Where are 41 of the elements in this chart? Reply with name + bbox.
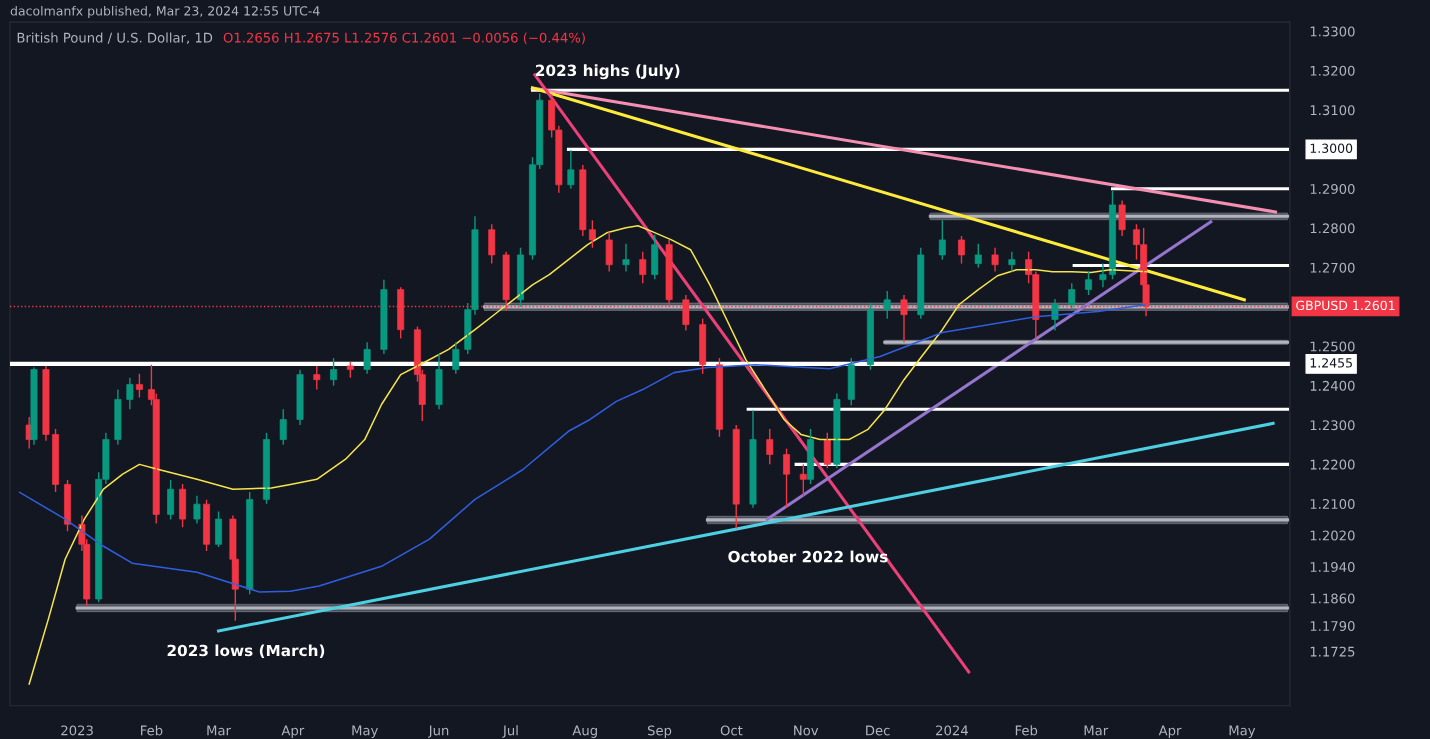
- text: O1.2656 H1.2675 L1.2576 C1.2601 −0.0056 (−0.44%): [223, 32, 585, 45]
- y-tick-label: 1.1790: [1310, 621, 1355, 632]
- y-tick-label: 1.3200: [1310, 65, 1355, 76]
- y-tick-label: 1.2400: [1310, 380, 1355, 391]
- x-tick-label: Feb: [1015, 725, 1038, 736]
- y-tick-label: 1.3300: [1310, 26, 1355, 37]
- y-tick-label: 1.2500: [1310, 341, 1355, 352]
- y-tick-label: 1.3100: [1310, 105, 1355, 116]
- y-tick-label: 1.1860: [1310, 593, 1355, 604]
- y-tick-label: 1.2700: [1310, 262, 1355, 273]
- x-tick-label: May: [352, 725, 378, 738]
- x-tick-label: May: [1229, 725, 1256, 738]
- ref-line-label: GBPUSD 1.2601: [1296, 300, 1395, 311]
- y-tick-label: 1.2100: [1310, 498, 1355, 509]
- y-tick-label: 1.2800: [1310, 223, 1355, 234]
- x-tick-label: Mar: [207, 725, 231, 736]
- x-tick-label: Apr: [281, 725, 305, 738]
- x-tick-label: 2024: [936, 725, 968, 736]
- x-tick-label: Aug: [572, 725, 597, 738]
- y-tick-label: 1.2020: [1310, 530, 1355, 541]
- y-tick-label: 1.2300: [1310, 420, 1355, 431]
- text: dacolmanfx published, Mar 23, 2024 12:55 UTC-4: [10, 5, 320, 19]
- annotation: 2023 lows (March): [167, 644, 325, 659]
- y-tick-label: 1.2900: [1310, 183, 1355, 194]
- x-tick-label: Mar: [1084, 725, 1109, 736]
- x-tick-label: Apr: [1158, 725, 1182, 738]
- ref-line-label: 1.2455: [1310, 358, 1352, 368]
- x-tick-label: Sep: [647, 725, 672, 738]
- x-tick-label: Feb: [141, 725, 163, 736]
- series-label: 1.3000: [1310, 143, 1353, 153]
- x-tick-label: Jun: [428, 725, 449, 738]
- annotation: 2023 highs (July): [536, 64, 680, 80]
- y-tick-label: 1.1940: [1310, 561, 1355, 572]
- x-tick-label: 2023: [61, 725, 93, 736]
- x-tick-label: Dec: [866, 725, 890, 736]
- text: British Pound / U.S. Dollar, 1D: [17, 32, 213, 44]
- x-tick-label: Nov: [794, 725, 819, 736]
- y-tick-label: 1.2200: [1310, 459, 1355, 470]
- x-tick-label: Jul: [502, 725, 518, 738]
- y-tick-label: 1.1725: [1310, 646, 1355, 657]
- x-tick-label: Oct: [720, 725, 743, 736]
